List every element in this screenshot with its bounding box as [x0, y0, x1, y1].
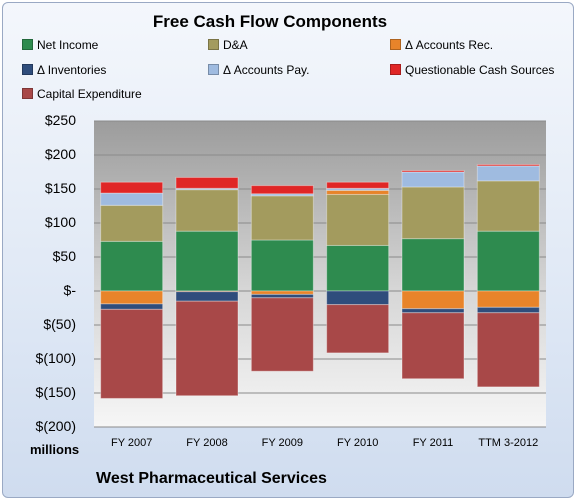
- bar-segment-inventories: [326, 290, 390, 306]
- bar-segment-net-income: [401, 238, 465, 292]
- y-tick-label: $(50): [43, 316, 76, 332]
- chart-title: Free Cash Flow Components: [152, 12, 388, 31]
- x-tick-label: FY 2009: [262, 437, 303, 449]
- legend-label: D&A: [223, 38, 248, 52]
- y-tick-label: $(150): [35, 384, 76, 400]
- bar-segment-capital-expenditure: [250, 297, 314, 372]
- bar-segment-d-a: [250, 195, 314, 241]
- y-tick-label: $200: [44, 146, 76, 162]
- bar-segment-d-a: [401, 186, 465, 240]
- y-tick-label: $100: [44, 214, 76, 230]
- legend-label: Net Income: [37, 38, 99, 52]
- bar-segment-inventories: [476, 306, 540, 314]
- bar-segment-capital-expenditure: [401, 312, 465, 380]
- legend-label: Questionable Cash Sources: [405, 63, 555, 77]
- legend-accounts-pay: Δ Accounts Pay.: [208, 63, 310, 77]
- legend-label: Δ Accounts Rec.: [405, 38, 494, 52]
- bar-segment-capital-expenditure: [326, 304, 390, 354]
- bar-segment-accounts-pay: [326, 187, 390, 191]
- bar-segment-inventories: [100, 303, 164, 310]
- x-tick-label: FY 2011: [413, 437, 454, 449]
- x-tick-label: FY 2010: [337, 437, 378, 449]
- legend-swatch-accounts-rec: [390, 39, 401, 50]
- legend-accounts-rec: Δ Accounts Rec.: [390, 38, 493, 52]
- y-tick-label: $250: [44, 112, 76, 128]
- bar-segment-questionable-cash-sources: [476, 164, 540, 167]
- bar-segment-questionable-cash-sources: [100, 181, 164, 194]
- bar-segment-accounts-pay: [100, 192, 164, 206]
- legend-swatch-net-income: [22, 39, 33, 50]
- legend-d-and-a: D&A: [208, 38, 248, 52]
- x-tick-label: FY 2008: [186, 437, 227, 449]
- bar-segment-net-income: [100, 240, 164, 292]
- legend-swatch-capital-expenditure: [22, 88, 33, 99]
- bar-segment-inventories: [401, 308, 465, 314]
- company-name: West Pharmaceutical Services: [96, 470, 327, 487]
- x-tick-label: FY 2007: [111, 437, 152, 449]
- bar-segment-accounts-rec: [401, 290, 465, 310]
- bar-segment-net-income: [175, 230, 239, 292]
- bar-segment-accounts-pay: [476, 165, 540, 182]
- legend-label: Δ Accounts Pay.: [223, 63, 310, 77]
- y-tick-label: $150: [44, 180, 76, 196]
- bar-segment-capital-expenditure: [476, 312, 540, 388]
- bar-segment-capital-expenditure: [175, 300, 239, 397]
- bar-segment-accounts-pay: [401, 171, 465, 188]
- bar-segment-inventories: [175, 291, 239, 302]
- legend-swatch-inventories: [22, 64, 33, 75]
- bar-segment-d-a: [175, 189, 239, 232]
- bar-segment-inventories: [250, 293, 314, 299]
- bar-segment-d-a: [476, 180, 540, 232]
- y-tick-label: $(100): [35, 350, 76, 366]
- legend-questionable-cash: Questionable Cash Sources: [390, 63, 554, 77]
- bar-segment-capital-expenditure: [100, 308, 164, 399]
- bar-segment-questionable-cash-sources: [326, 181, 390, 189]
- legend-capital-expenditure: Capital Expenditure: [22, 87, 142, 101]
- bar-segment-net-income: [250, 239, 314, 292]
- bar-segment-questionable-cash-sources: [401, 170, 465, 173]
- y-tick-label: $(200): [35, 418, 76, 434]
- bar-segment-d-a: [100, 204, 164, 242]
- units-label: millions: [30, 442, 80, 457]
- legend-inventories: Δ Inventories: [22, 63, 106, 77]
- legend-label: Δ Inventories: [37, 63, 107, 77]
- bar-segment-accounts-rec: [250, 290, 314, 295]
- legend-swatch-d-and-a: [208, 39, 219, 50]
- bar-segment-net-income: [476, 230, 540, 292]
- plot-background: [94, 121, 546, 427]
- bar-segment-accounts-rec: [326, 189, 390, 195]
- x-tick-label: TTM 3-2012: [478, 437, 538, 449]
- legend-swatch-accounts-pay: [208, 64, 219, 75]
- bar-segment-questionable-cash-sources: [250, 185, 314, 195]
- legend-swatch-questionable-cash: [390, 64, 401, 75]
- bar-segment-accounts-rec: [100, 290, 164, 305]
- y-tick-label: $-: [63, 282, 76, 298]
- legend-label: Capital Expenditure: [37, 87, 142, 101]
- legend-net-income: Net Income: [22, 38, 98, 52]
- bar-segment-accounts-rec: [476, 290, 540, 308]
- bar-segment-net-income: [326, 244, 390, 292]
- y-tick-label: $50: [52, 248, 76, 264]
- bar-segment-d-a: [326, 193, 390, 246]
- bar-segment-questionable-cash-sources: [175, 176, 239, 189]
